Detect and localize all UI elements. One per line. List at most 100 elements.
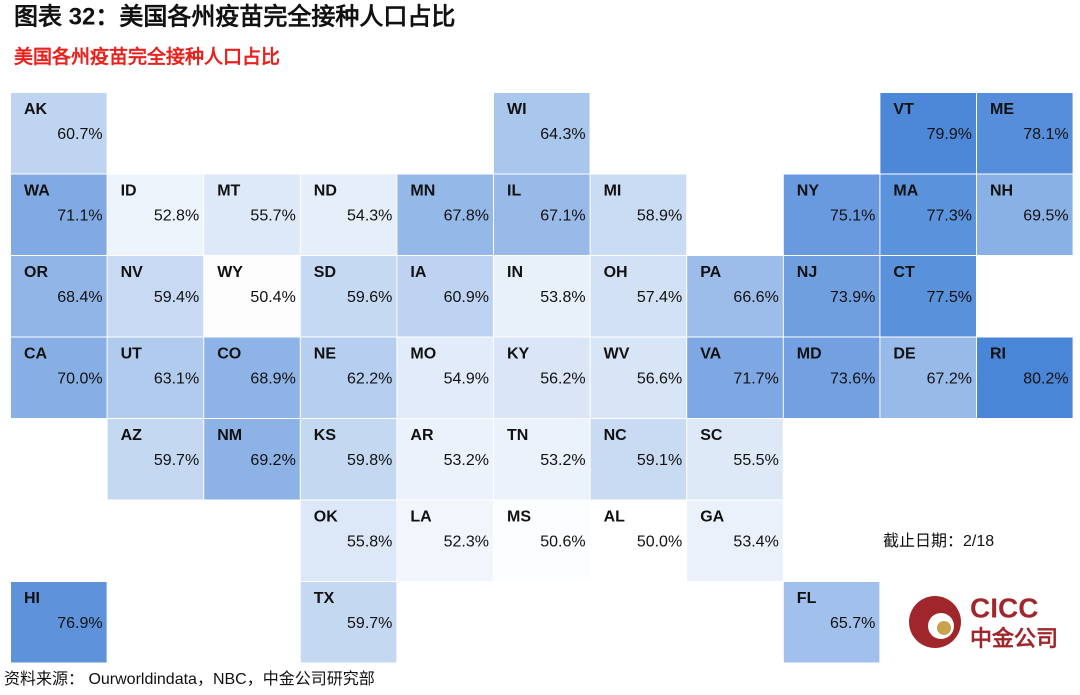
tile bbox=[11, 582, 107, 663]
value-label: 78.1% bbox=[1023, 126, 1068, 143]
state-code: KS bbox=[314, 427, 337, 444]
state-code: CT bbox=[893, 264, 915, 281]
value-label: 70.0% bbox=[57, 371, 102, 388]
state-code: NH bbox=[990, 183, 1013, 200]
logo-text: 中金公司 bbox=[970, 626, 1058, 651]
state-code: VT bbox=[893, 101, 914, 118]
tile bbox=[880, 93, 976, 174]
tile bbox=[880, 256, 976, 337]
state-code: RI bbox=[990, 346, 1006, 363]
logo: CICC 中金公司 bbox=[909, 592, 1058, 651]
tile bbox=[977, 174, 1073, 255]
tile bbox=[494, 419, 590, 500]
tile bbox=[977, 93, 1073, 174]
state-code: OH bbox=[604, 264, 628, 281]
tile bbox=[687, 337, 783, 418]
value-label: 50.4% bbox=[250, 289, 295, 306]
value-label: 55.7% bbox=[250, 208, 295, 225]
value-label: 53.8% bbox=[540, 289, 585, 306]
value-label: 50.6% bbox=[540, 534, 585, 551]
state-code: MI bbox=[604, 183, 622, 200]
value-label: 71.1% bbox=[57, 208, 102, 225]
state-code: NE bbox=[314, 346, 337, 363]
state-code: ID bbox=[121, 183, 137, 200]
tile bbox=[397, 419, 493, 500]
value-label: 60.9% bbox=[444, 289, 489, 306]
source: 资料来源： Ourworldindata，NBC，中金公司研究部 bbox=[4, 670, 375, 688]
tile bbox=[107, 337, 204, 418]
state-code: MA bbox=[893, 183, 918, 200]
tile bbox=[494, 93, 590, 174]
value-label: 52.3% bbox=[444, 534, 489, 551]
value-label: 54.9% bbox=[444, 371, 489, 388]
state-code: PA bbox=[700, 264, 721, 281]
tile bbox=[494, 337, 590, 418]
tile bbox=[397, 337, 493, 418]
tile bbox=[494, 500, 590, 581]
tile bbox=[687, 419, 783, 500]
value-label: 58.9% bbox=[637, 208, 682, 225]
state-code: OK bbox=[314, 509, 338, 526]
value-label: 75.1% bbox=[830, 208, 875, 225]
tile bbox=[107, 419, 204, 500]
chart-title: 图表 32：美国各州疫苗完全接种人口占比 bbox=[14, 2, 455, 30]
tile bbox=[204, 174, 300, 255]
state-code: OR bbox=[24, 264, 48, 281]
state-code: VA bbox=[700, 346, 721, 363]
tile bbox=[687, 256, 783, 337]
tile bbox=[397, 256, 493, 337]
state-code: GA bbox=[700, 509, 724, 526]
tile bbox=[590, 256, 687, 337]
value-label: 66.6% bbox=[733, 289, 778, 306]
state-code: AZ bbox=[121, 427, 143, 444]
state-code: AL bbox=[604, 509, 626, 526]
tile bbox=[590, 337, 687, 418]
tile bbox=[300, 256, 397, 337]
tile bbox=[397, 500, 493, 581]
state-code: IA bbox=[410, 264, 426, 281]
value-label: 63.1% bbox=[154, 371, 199, 388]
value-label: 69.2% bbox=[250, 452, 295, 469]
state-code: TN bbox=[507, 427, 528, 444]
value-label: 53.2% bbox=[444, 452, 489, 469]
state-code: CA bbox=[24, 346, 48, 363]
value-label: 54.3% bbox=[347, 208, 392, 225]
state-code: AR bbox=[410, 427, 434, 444]
value-label: 73.6% bbox=[830, 371, 875, 388]
tile bbox=[107, 174, 204, 255]
tile bbox=[783, 582, 880, 663]
state-code: NC bbox=[604, 427, 628, 444]
tile bbox=[300, 174, 397, 255]
value-label: 50.0% bbox=[637, 534, 682, 551]
value-label: 67.1% bbox=[540, 208, 585, 225]
state-code: IN bbox=[507, 264, 523, 281]
value-label: 53.4% bbox=[733, 534, 778, 551]
value-label: 65.7% bbox=[830, 615, 875, 632]
value-label: 79.9% bbox=[927, 126, 972, 143]
state-code: FL bbox=[797, 590, 817, 607]
value-label: 80.2% bbox=[1023, 371, 1068, 388]
value-label: 59.7% bbox=[154, 452, 199, 469]
value-label: 73.9% bbox=[830, 289, 875, 306]
tile bbox=[107, 256, 204, 337]
value-label: 77.5% bbox=[927, 289, 972, 306]
state-code: MS bbox=[507, 509, 531, 526]
tile bbox=[300, 419, 397, 500]
tile bbox=[300, 337, 397, 418]
tile bbox=[204, 419, 300, 500]
tile bbox=[397, 174, 493, 255]
value-label: 68.4% bbox=[57, 289, 102, 306]
value-label: 67.2% bbox=[927, 371, 972, 388]
state-code: DE bbox=[893, 346, 916, 363]
state-code: NJ bbox=[797, 264, 817, 281]
tile bbox=[204, 337, 300, 418]
tile-grid: AK 60.7% WI 64.3% VT 79.9% ME 78.1% WA 71.1% ID 52.… bbox=[11, 93, 1073, 663]
value-label: 69.5% bbox=[1023, 208, 1068, 225]
annotation: 截止日期：2/18 bbox=[883, 532, 994, 550]
state-code: KY bbox=[507, 346, 530, 363]
state-code: IL bbox=[507, 183, 521, 200]
tile bbox=[204, 256, 300, 337]
value-label: 56.2% bbox=[540, 371, 585, 388]
value-label: 56.6% bbox=[637, 371, 682, 388]
value-label: 77.3% bbox=[927, 208, 972, 225]
